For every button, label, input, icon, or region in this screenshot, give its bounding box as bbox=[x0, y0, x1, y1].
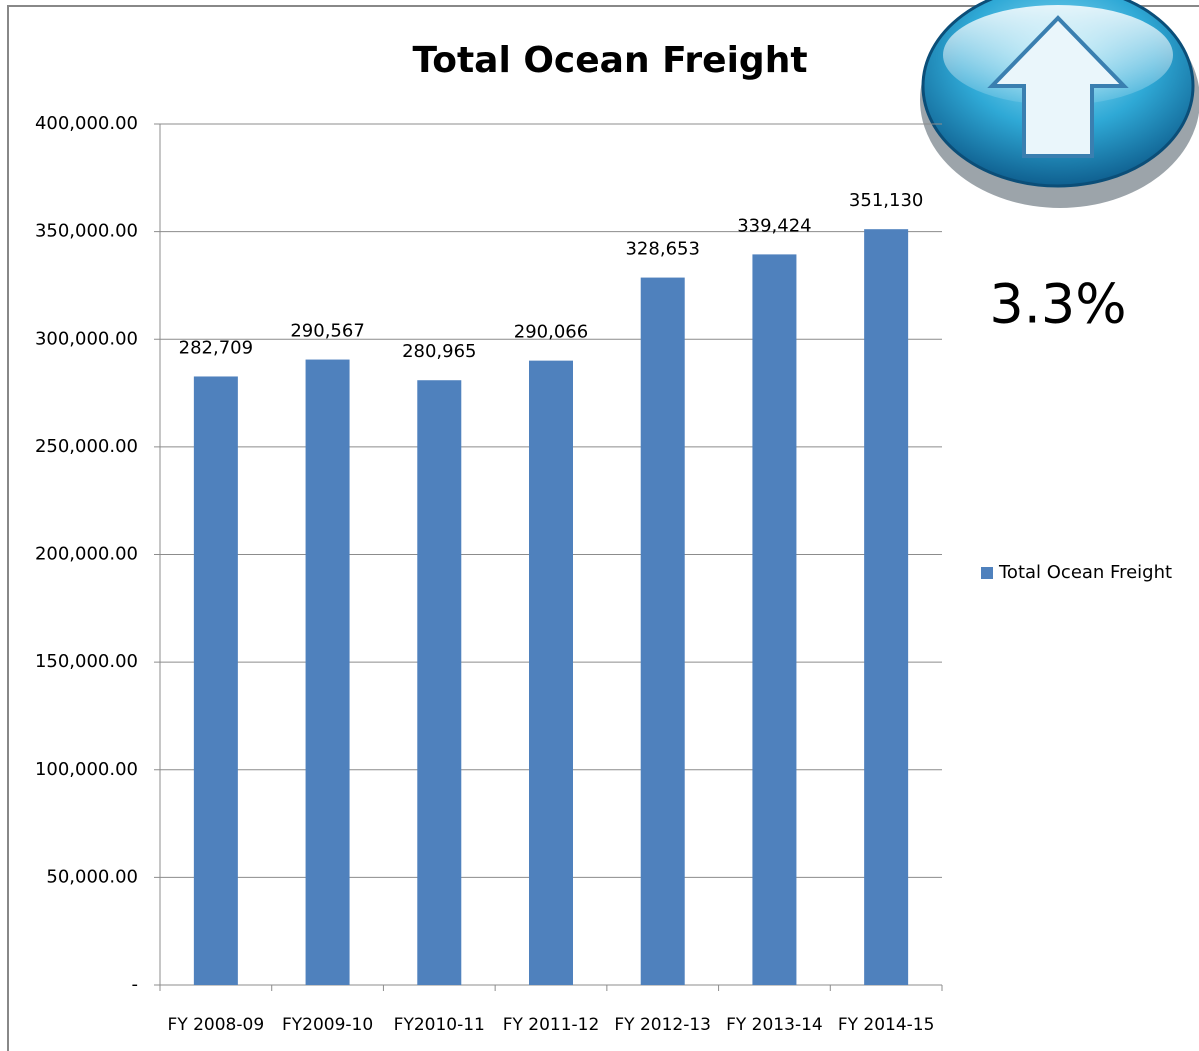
chart-border bbox=[7, 5, 1199, 1051]
data-label: 339,424 bbox=[737, 215, 811, 236]
y-tick-label: 300,000.00 bbox=[35, 328, 138, 349]
y-tick-label: 100,000.00 bbox=[35, 759, 138, 780]
annotation: 3.3% bbox=[989, 273, 1126, 336]
y-tick-label: 150,000.00 bbox=[35, 651, 138, 672]
chart-title: Total Ocean Freight bbox=[412, 40, 807, 81]
x-tick-label: FY 2012-13 bbox=[614, 1015, 711, 1035]
bar bbox=[305, 359, 350, 985]
y-tick-label: 400,000.00 bbox=[35, 113, 138, 134]
y-tick-label: 350,000.00 bbox=[35, 221, 138, 242]
y-tick-label: 50,000.00 bbox=[46, 866, 138, 887]
y-tick-label: - bbox=[132, 974, 139, 995]
bar bbox=[529, 360, 573, 985]
x-tick-label: FY 2013-14 bbox=[726, 1015, 823, 1035]
y-tick-label: 250,000.00 bbox=[35, 436, 138, 457]
up-arrow-icon bbox=[920, 0, 1199, 208]
bar bbox=[417, 380, 462, 985]
data-label: 280,965 bbox=[402, 341, 476, 362]
x-tick-label: FY 2008-09 bbox=[168, 1015, 265, 1035]
x-tick-label: FY2010-11 bbox=[394, 1015, 485, 1035]
data-label: 290,567 bbox=[290, 321, 364, 342]
data-label: 290,066 bbox=[514, 322, 588, 343]
bar bbox=[193, 376, 238, 985]
bar bbox=[752, 254, 797, 986]
x-tick-label: FY 2014-15 bbox=[838, 1015, 935, 1035]
data-label: 282,709 bbox=[179, 337, 253, 358]
bar bbox=[640, 277, 685, 985]
legend-label: Total Ocean Freight bbox=[998, 562, 1172, 583]
legend-swatch bbox=[981, 567, 993, 579]
data-label: 351,130 bbox=[849, 190, 923, 211]
y-tick-label: 200,000.00 bbox=[35, 544, 138, 565]
bar bbox=[864, 229, 909, 985]
x-tick-label: FY2009-10 bbox=[282, 1015, 373, 1035]
data-label: 328,653 bbox=[625, 239, 699, 260]
x-tick-label: FY 2011-12 bbox=[503, 1015, 600, 1035]
